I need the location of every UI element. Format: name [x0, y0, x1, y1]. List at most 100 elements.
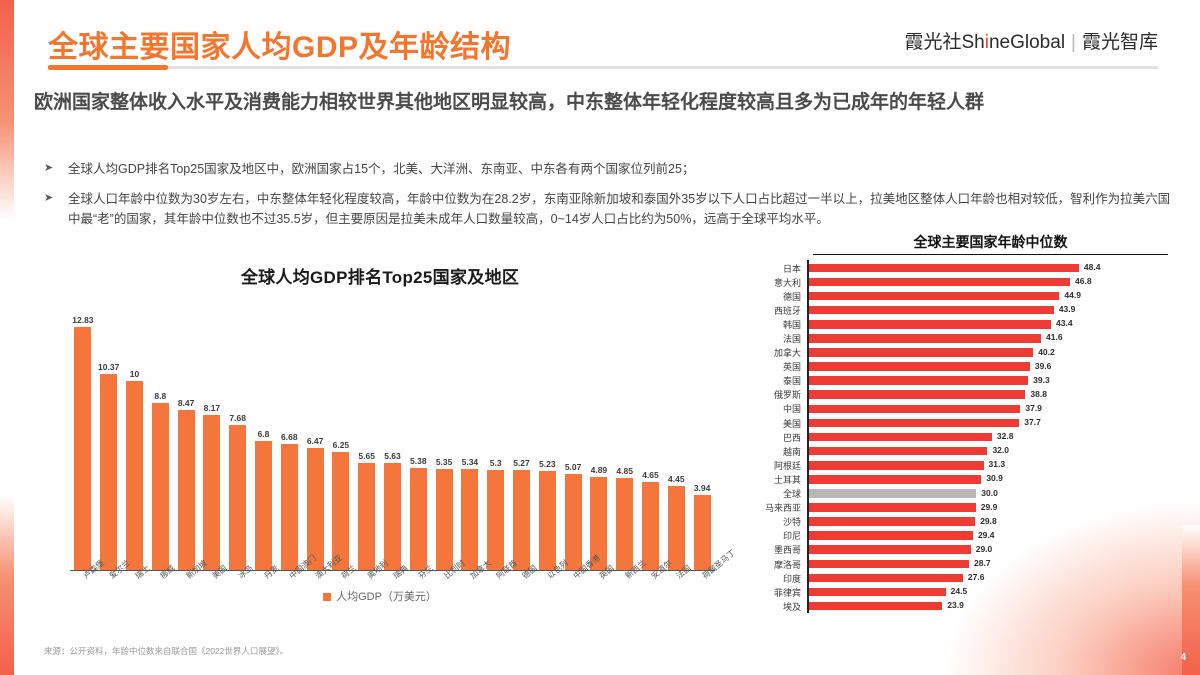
bar-value-label: 41.6	[1046, 332, 1063, 343]
bar	[693, 495, 711, 570]
bar-value-label: 12.83	[72, 315, 94, 326]
bar-column: 5.38	[409, 456, 427, 570]
bar	[809, 446, 988, 456]
table-row: 印度 27.6	[745, 570, 1175, 586]
bar-track: 29.4	[807, 527, 1175, 543]
x-axis-line	[70, 570, 715, 571]
bar	[564, 474, 582, 570]
y-axis-line	[807, 598, 809, 614]
y-axis-line	[807, 358, 809, 374]
bar-track: 46.8	[807, 274, 1175, 290]
bar	[809, 460, 984, 470]
y-axis-line	[807, 485, 809, 501]
bar-value-label: 46.8	[1075, 276, 1092, 287]
table-row: 阿根廷 31.3	[745, 457, 1175, 473]
bar-column: 7.68	[229, 412, 247, 570]
bar-value-label: 5.27	[513, 458, 530, 469]
bullet-list: ➤ 全球人均GDP排名Top25国家及地区中，欧洲国家占15个，北美、大洋洲、东…	[38, 160, 1178, 239]
bar-track: 38.8	[807, 386, 1175, 402]
y-axis-tick-label: 韩国	[782, 319, 801, 330]
bar-column: 5.23	[538, 459, 556, 570]
bar-value-label: 27.6	[967, 572, 985, 583]
bar-value-label: 6.8	[257, 429, 270, 440]
decoration-top-left-gradient	[0, 0, 14, 220]
bar-value-label: 29.9	[980, 501, 998, 512]
bar	[809, 531, 973, 540]
bar-value-label: 30.0	[981, 487, 998, 498]
bar-value-label: 5.65	[358, 451, 375, 462]
bar-value-label: 5.35	[435, 456, 453, 467]
y-axis-line	[807, 260, 809, 275]
table-row: 西班牙 43.9	[745, 302, 1175, 318]
y-axis-tick-label: 美国	[782, 418, 801, 429]
y-axis-line	[807, 386, 809, 402]
bar-value-label: 40.2	[1038, 346, 1055, 357]
horizontal-bar-plot-area: 日本 48.4 意大利 46.8 德国 44.9 西班牙 43.9 韩国 43.4 法国 41.6 加拿…	[745, 260, 1175, 614]
y-axis-tick-label: 菲律宾	[773, 587, 801, 598]
bar-column: 8.47	[177, 398, 195, 570]
bar	[409, 468, 427, 570]
arrow-bullet-icon: ➤	[44, 191, 54, 204]
bar-value-label: 24.5	[950, 586, 968, 597]
table-row: 摩洛哥 28.7	[745, 555, 1175, 571]
bar-track: 29.0	[807, 541, 1175, 557]
bar-value-label: 5.34	[461, 456, 479, 467]
table-row: 巴西 32.8	[745, 429, 1175, 445]
bar-global-highlight	[809, 489, 977, 498]
y-axis-tick-label: 全球	[782, 489, 801, 500]
list-item: ➤ 全球人口年龄中位数为30岁左右，中东整体年轻化程度较高，年龄中位数为在28.…	[38, 190, 1178, 230]
bar-value-label: 30.9	[986, 473, 1003, 484]
table-row: 英国 39.6	[745, 358, 1175, 374]
bar	[616, 478, 634, 570]
bar-value-label: 7.68	[229, 412, 246, 423]
table-row: 日本 48.4	[745, 260, 1175, 275]
bar-track: 44.9	[807, 288, 1175, 304]
bar-column: 6.25	[332, 440, 350, 570]
y-axis-tick-label: 埃及	[782, 601, 801, 612]
arrow-bullet-icon: ➤	[44, 162, 54, 174]
bar	[809, 573, 963, 583]
bar-value-label: 5.63	[384, 451, 401, 462]
bar	[177, 409, 195, 570]
bullet-text: 全球人均GDP排名Top25国家及地区中，欧洲国家占15个，北美、大洋洲、东南亚…	[68, 162, 695, 176]
bar-value-label: 43.4	[1056, 318, 1073, 329]
bar-track: 32.8	[807, 429, 1175, 445]
bar-track: 48.4	[807, 260, 1175, 275]
bar-track: 30.0	[807, 485, 1175, 501]
bar	[306, 447, 324, 570]
y-axis-tick-label: 泰国	[782, 376, 801, 387]
y-axis-line	[807, 457, 809, 473]
y-axis-tick-label: 沙特	[782, 517, 801, 528]
bar-value-label: 5.23	[539, 459, 556, 470]
bar	[809, 277, 1070, 287]
bar-column: 10	[126, 369, 143, 570]
bar-value-label: 6.47	[306, 435, 324, 446]
bar	[809, 319, 1052, 329]
bar-column: 10.37	[98, 361, 120, 570]
bar-column: 6.47	[306, 435, 324, 570]
y-axis-line	[807, 288, 809, 304]
page-number: 4	[1180, 652, 1186, 663]
bar-value-label: 28.7	[974, 557, 991, 568]
bar-value-label: 29.0	[975, 543, 993, 554]
bar-track: 43.4	[807, 316, 1175, 332]
bar-value-label: 29.8	[980, 515, 997, 526]
y-axis-tick-label: 英国	[782, 362, 801, 373]
bar	[809, 362, 1030, 371]
bar-value-label: 10.37	[98, 361, 120, 372]
bar	[809, 390, 1026, 400]
bar-value-label: 38.8	[1030, 388, 1047, 399]
bar	[809, 305, 1054, 315]
table-row: 韩国 43.4	[745, 316, 1175, 332]
bar	[809, 418, 1020, 428]
bar-value-label: 29.4	[977, 529, 995, 540]
bar-column: 3.94	[693, 483, 711, 570]
table-row: 印尼 29.4	[745, 527, 1175, 543]
title-underline-accent	[48, 65, 168, 70]
lead-paragraph: 欧洲国家整体收入水平及消费能力相较世界其他地区明显较高，中东整体年轻化程度较高且…	[34, 92, 985, 113]
bar	[538, 471, 556, 570]
y-axis-line	[807, 415, 809, 431]
bar	[809, 587, 946, 597]
bar	[809, 601, 943, 611]
list-item: ➤ 全球人均GDP排名Top25国家及地区中，欧洲国家占15个，北美、大洋洲、东…	[38, 160, 1178, 180]
